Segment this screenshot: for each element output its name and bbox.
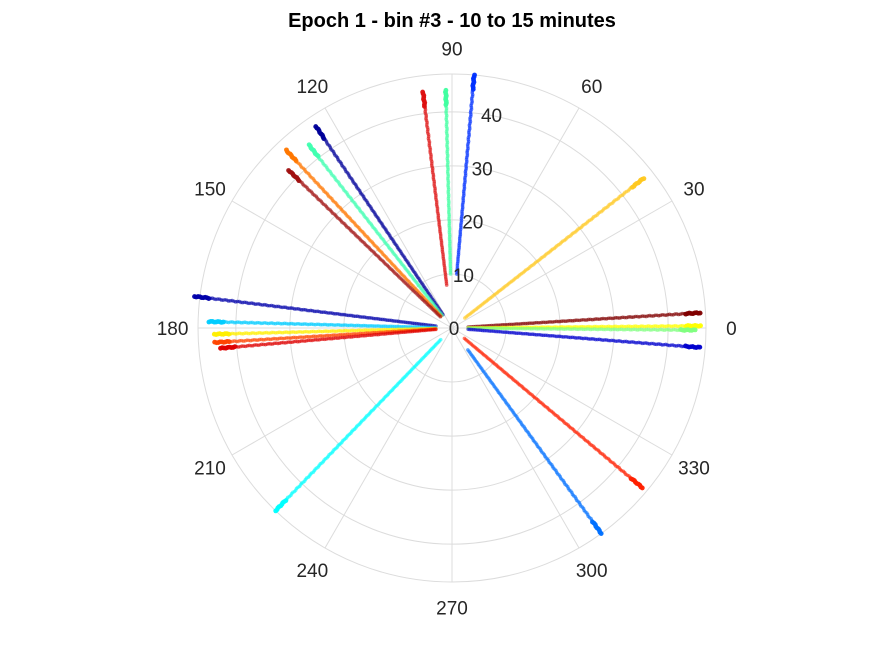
r-tick-label: 10 xyxy=(453,266,474,287)
data-point xyxy=(420,89,426,95)
series-16 xyxy=(218,327,438,351)
series-12 xyxy=(192,294,438,328)
series-18 xyxy=(466,348,604,536)
data-point xyxy=(697,344,703,350)
series-3 xyxy=(466,327,703,350)
data-point xyxy=(692,327,698,333)
data-point xyxy=(472,72,477,78)
series-5 xyxy=(455,72,477,276)
theta-tick-label: 120 xyxy=(296,77,328,98)
spoke-240 xyxy=(324,327,453,549)
series-19 xyxy=(462,336,645,491)
data-point xyxy=(697,310,703,316)
series-11 xyxy=(286,168,443,319)
spoke-330 xyxy=(451,327,673,456)
data-point xyxy=(211,331,217,337)
data-point xyxy=(206,319,212,325)
series-4 xyxy=(462,176,647,320)
ring-4 xyxy=(197,73,707,583)
data-point xyxy=(641,176,647,182)
series-13 xyxy=(206,319,438,330)
series-10 xyxy=(284,147,443,318)
series-8 xyxy=(313,124,445,317)
data-point xyxy=(192,294,197,299)
series-7 xyxy=(420,89,449,287)
series-6 xyxy=(443,87,453,276)
data-point xyxy=(212,339,218,345)
theta-tick-label: 90 xyxy=(441,40,462,61)
spoke-60 xyxy=(451,107,580,329)
data-point xyxy=(313,124,319,129)
spoke-300 xyxy=(451,327,580,549)
theta-tick-label: 330 xyxy=(678,459,710,480)
data-point xyxy=(698,323,703,329)
theta-tick-label: 30 xyxy=(683,179,704,200)
theta-tick-label: 240 xyxy=(296,561,328,582)
spoke-210 xyxy=(231,327,453,456)
series-17 xyxy=(273,337,443,514)
theta-tick-label: 60 xyxy=(581,77,602,98)
theta-tick-label: 150 xyxy=(194,179,226,200)
spoke-30 xyxy=(451,200,673,329)
theta-tick-label: 180 xyxy=(157,319,189,340)
data-point xyxy=(598,531,604,536)
spoke-150 xyxy=(231,200,453,329)
r-tick-label: 30 xyxy=(472,159,493,180)
series-9 xyxy=(306,142,444,318)
data-point xyxy=(218,345,223,351)
theta-tick-label: 0 xyxy=(726,319,737,340)
theta-tick-label: 300 xyxy=(576,561,608,582)
series-0 xyxy=(466,310,703,329)
data-point xyxy=(273,508,279,514)
data-point xyxy=(443,87,449,93)
data-point xyxy=(286,168,291,173)
r-tick-label: 20 xyxy=(462,213,483,234)
data-point xyxy=(639,485,645,491)
data-series xyxy=(192,72,703,536)
data-point xyxy=(284,147,289,153)
r-tick-label: 0 xyxy=(449,319,460,340)
r-tick-label: 40 xyxy=(481,106,502,127)
tick-labels: 0 30 60 90 120 150 180 210 240 270 300 330 0 10 20 30 40 xyxy=(157,40,737,620)
spoke-120 xyxy=(324,107,453,329)
theta-tick-label: 210 xyxy=(194,459,226,480)
chart-title: Epoch 1 - bin #3 - 10 to 15 minutes xyxy=(288,10,616,32)
data-point xyxy=(306,142,312,148)
theta-tick-label: 270 xyxy=(436,598,468,619)
